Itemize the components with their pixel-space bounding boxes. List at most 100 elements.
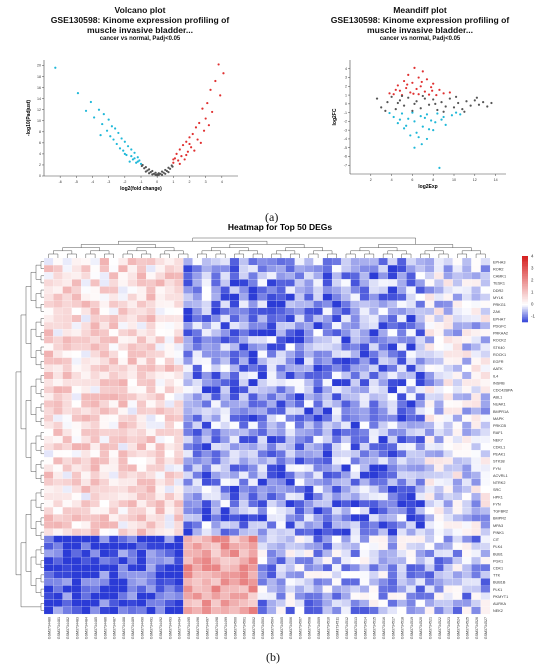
heatmap-cell (99, 478, 110, 486)
heatmap-cell (183, 471, 193, 479)
heatmap-cell (452, 507, 463, 515)
row-dendrogram-link (35, 293, 41, 309)
heatmap-cell (313, 514, 323, 522)
heatmap-cell (108, 307, 119, 316)
volcano-point-s0 (181, 143, 185, 147)
heatmap-column-label: GSM3734497 (205, 617, 209, 639)
heatmap-cell (192, 478, 203, 486)
volcano-condition: cancer vs normal, Padj<0.05 (99, 35, 181, 42)
heatmap-cell (155, 500, 165, 508)
heatmap-cell (201, 592, 212, 600)
heatmap-cell (146, 514, 156, 522)
heatmap-cell (192, 393, 203, 401)
heatmap-cell (378, 578, 388, 586)
heatmap-cell (239, 364, 249, 373)
heatmap-cell (424, 329, 435, 337)
heatmap-row-label: ROR2 (493, 267, 504, 271)
heatmap-cell (99, 492, 110, 501)
heatmap-cell (248, 507, 258, 515)
heatmap: Heatmap for Top 50 DEGs EPHA3ROR2CAMK1TE… (15, 222, 535, 639)
heatmap-cell (471, 414, 481, 422)
heatmap-cell (239, 272, 249, 280)
heatmap-column-label: GSM3734527 (484, 617, 488, 639)
heatmap-cell (155, 521, 165, 529)
heatmap-cell (350, 364, 361, 373)
heatmap-cell (211, 464, 221, 472)
heatmap-cell (331, 500, 342, 508)
heatmap-cell (62, 457, 72, 465)
heatmap-cell (397, 485, 407, 494)
heatmap-cell (220, 357, 230, 365)
heatmap-cell (201, 279, 212, 287)
heatmap-cell (108, 521, 119, 529)
heatmap-cell (462, 286, 472, 294)
meandiff-point-s2 (436, 108, 439, 112)
heatmap-cell (62, 314, 72, 323)
heatmap-cell (294, 329, 305, 337)
heatmap-cell (108, 350, 119, 358)
heatmap-cell (108, 542, 119, 551)
heatmap-cell (127, 464, 138, 472)
heatmap-cell (359, 471, 370, 479)
heatmap-cell (285, 293, 296, 301)
volcano-y-tick-label: 20 (37, 64, 41, 68)
heatmap-cell (369, 371, 379, 380)
column-dendrogram-link (378, 244, 454, 248)
heatmap-cell (285, 564, 296, 572)
heatmap-cell (174, 435, 184, 444)
heatmap-cell (62, 564, 72, 572)
heatmap-cell (480, 592, 491, 600)
heatmap-cell (71, 542, 82, 551)
heatmap-cell (434, 414, 444, 422)
heatmap-cell (108, 457, 119, 465)
heatmap-cell (81, 414, 91, 422)
volcano-x-tick-label: -6 (59, 180, 62, 184)
volcano-point-s2 (171, 165, 174, 168)
heatmap-cell (434, 592, 444, 600)
meandiff-point-s0 (431, 89, 434, 92)
heatmap-cell (387, 350, 398, 358)
heatmap-cell (192, 528, 203, 536)
meandiff-point-s0 (402, 79, 406, 83)
heatmap-cell (341, 450, 351, 458)
heatmap-cell (99, 257, 110, 266)
heatmap-cell (462, 457, 472, 465)
volcano-point-s1 (130, 155, 133, 158)
row-dendrogram-link (40, 531, 44, 540)
heatmap-cell (146, 400, 156, 408)
legend-swatch (522, 289, 528, 291)
heatmap-cell (480, 521, 491, 529)
heatmap-cell (174, 592, 184, 600)
heatmap-cell (331, 286, 342, 294)
heatmap-cell (406, 293, 416, 301)
heatmap-cell (350, 414, 361, 422)
heatmap-cell (322, 307, 333, 316)
heatmap-cell (62, 521, 72, 529)
heatmap-cell (239, 343, 249, 351)
heatmap-cell (378, 443, 388, 451)
volcano-point-s0 (204, 117, 207, 120)
heatmap-cell (229, 343, 240, 351)
meandiff-point-s1 (430, 119, 433, 122)
heatmap-cell (211, 329, 221, 337)
heatmap-cell (164, 265, 175, 273)
heatmap-cell (443, 421, 453, 430)
heatmap-cell (192, 521, 203, 529)
heatmap-cell (174, 535, 184, 543)
heatmap-cell (424, 279, 435, 287)
heatmap-cell (266, 485, 277, 494)
heatmap-cell (53, 407, 63, 415)
heatmap-cell (108, 549, 119, 558)
heatmap-cell (146, 357, 156, 365)
legend-swatch (522, 298, 528, 301)
heatmap-cell (155, 471, 165, 479)
heatmap-cell (341, 457, 351, 465)
heatmap-cell (118, 606, 128, 615)
heatmap-cell (62, 428, 72, 437)
heatmap-cell (62, 364, 72, 373)
heatmap-cell (415, 528, 426, 536)
heatmap-cell (220, 314, 230, 323)
heatmap-cell (248, 314, 258, 323)
heatmap-cell (155, 393, 165, 401)
heatmap-cell (248, 500, 258, 508)
